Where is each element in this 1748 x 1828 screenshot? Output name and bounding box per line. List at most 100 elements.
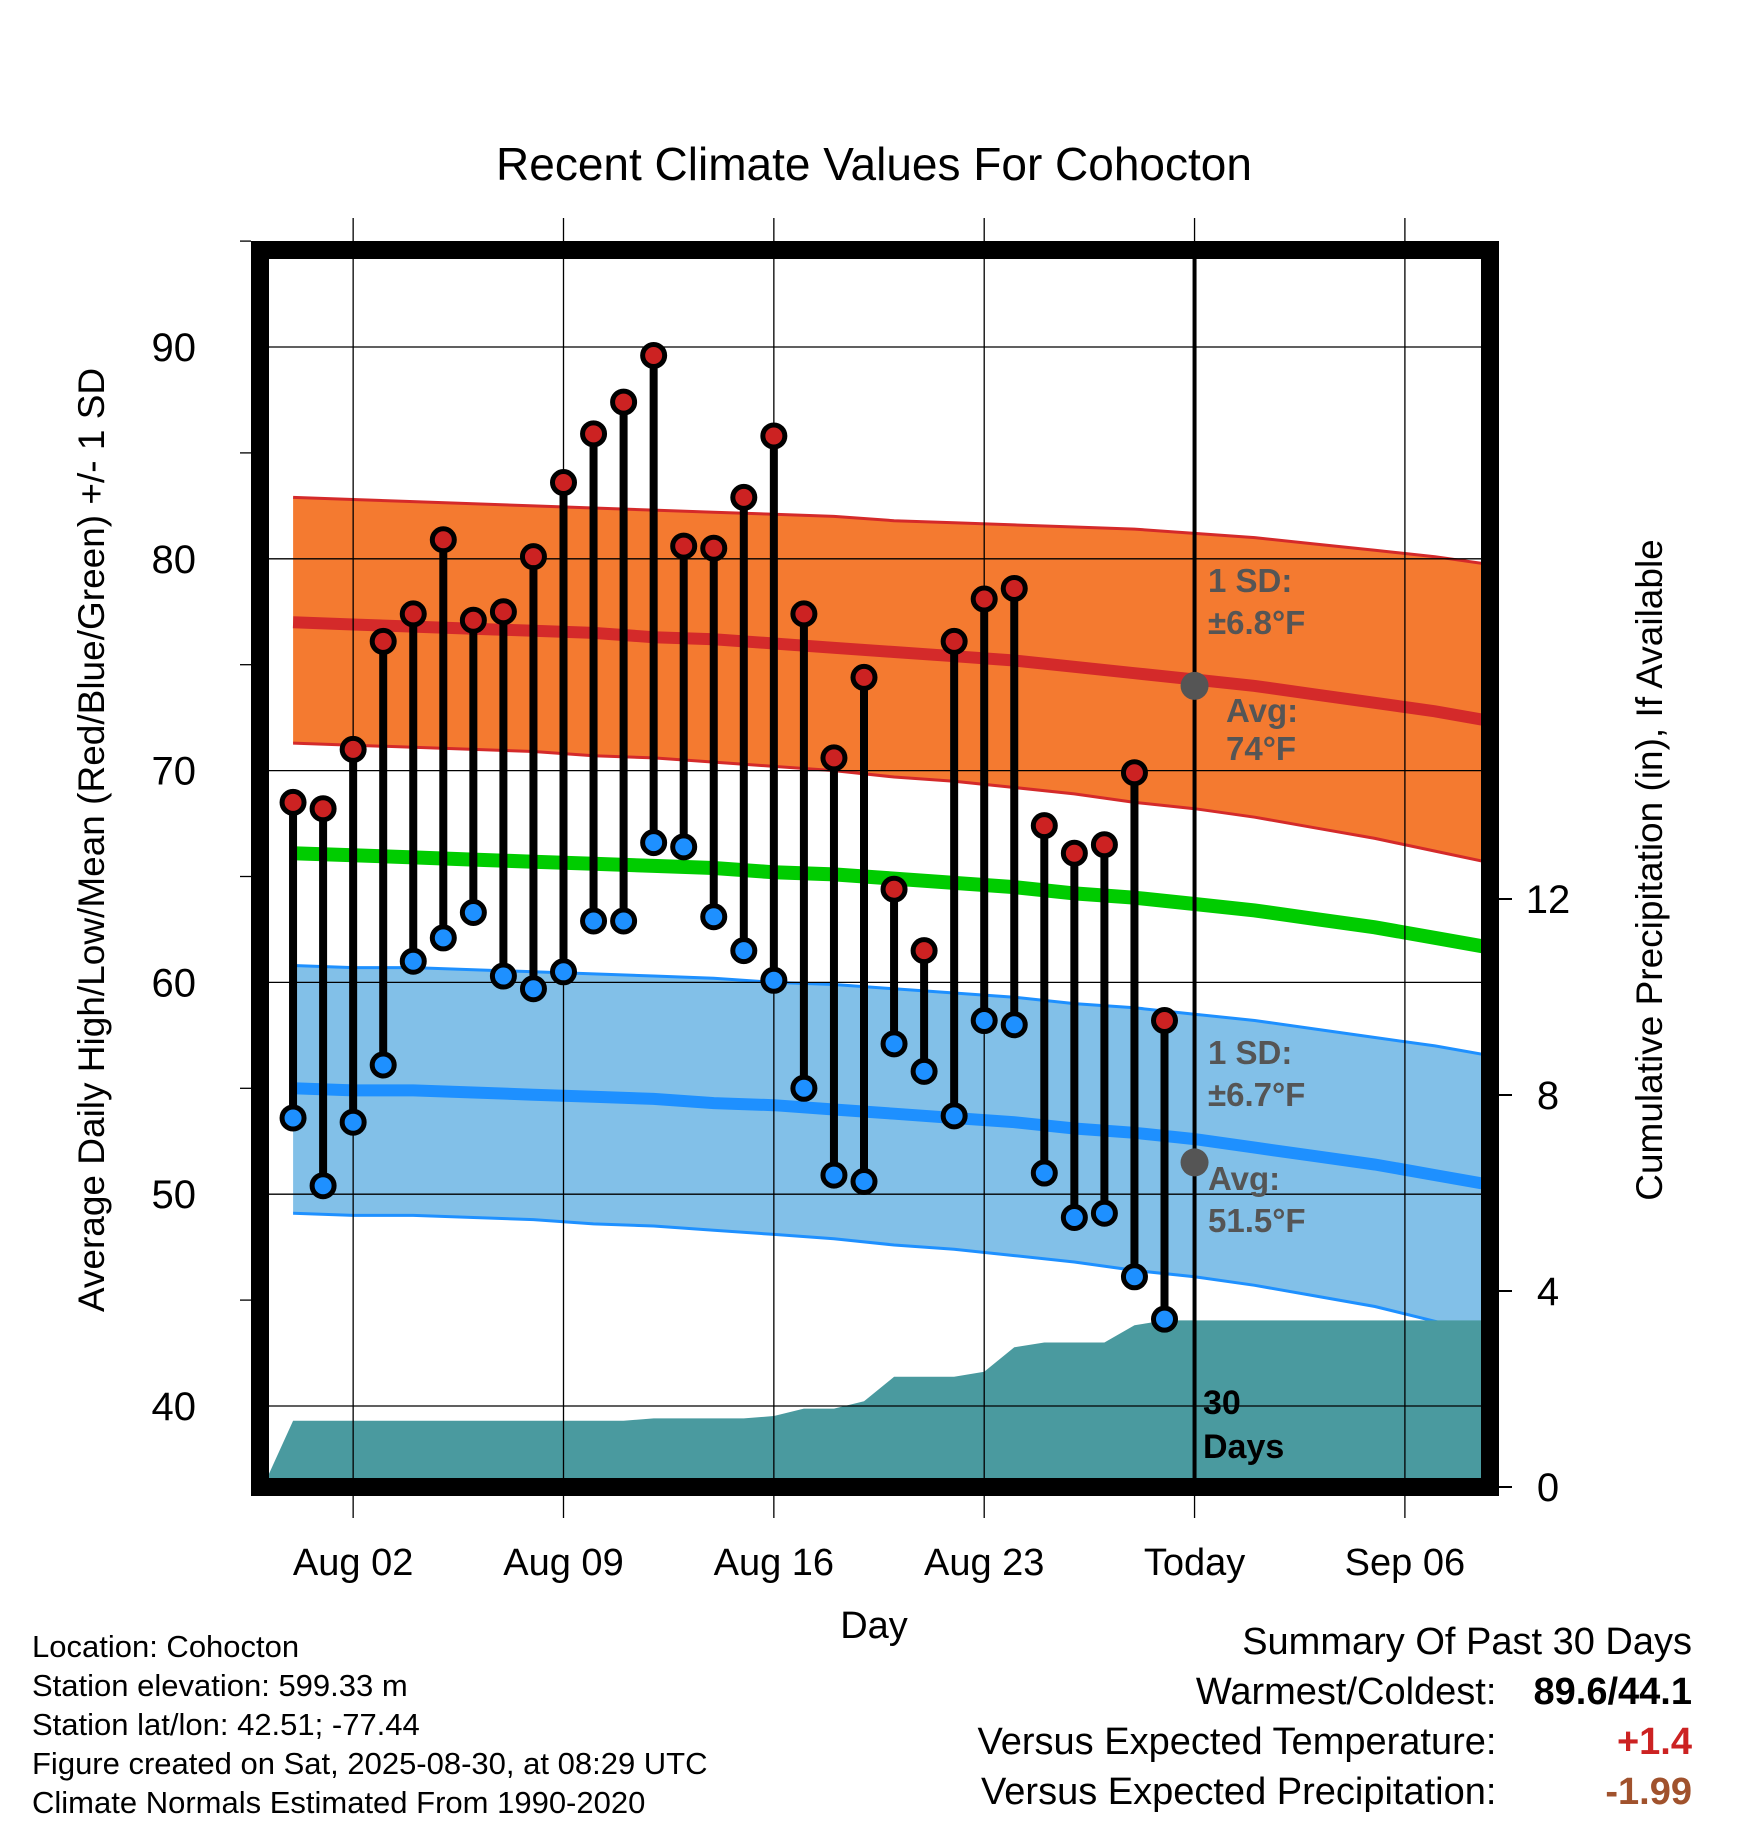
high-point xyxy=(880,875,908,903)
x-tick-label: Aug 02 xyxy=(293,1542,413,1584)
high-point xyxy=(279,788,307,816)
high-point xyxy=(339,735,367,763)
high-point xyxy=(309,795,337,823)
high-avg-value: 74°F xyxy=(1226,730,1296,767)
high-point xyxy=(610,388,638,416)
y2-axis-label: Cumulative Precipitation (in), If Availa… xyxy=(1629,539,1670,1201)
high-sd-label: 1 SD: xyxy=(1208,562,1292,599)
low-point xyxy=(910,1057,938,1085)
latlon-text: Station lat/lon: 42.51; -77.44 xyxy=(32,1707,420,1742)
precip-future-area xyxy=(1194,1320,1490,1487)
x-tick-label: Sep 06 xyxy=(1345,1542,1465,1584)
high-point xyxy=(730,483,758,511)
y-tick-label: 60 xyxy=(152,961,197,1005)
location-text: Location: Cohocton xyxy=(32,1629,300,1664)
low-avg-today-point xyxy=(1180,1148,1209,1177)
x-axis-label: Day xyxy=(840,1605,908,1647)
low-point xyxy=(489,962,517,990)
y-tick-label: 90 xyxy=(152,326,197,370)
high-point xyxy=(940,627,968,655)
low-point xyxy=(580,907,608,935)
low-point xyxy=(1000,1011,1028,1039)
high-point xyxy=(910,937,938,965)
x-tick-label: Today xyxy=(1144,1542,1245,1584)
low-sd-label: 1 SD: xyxy=(1208,1034,1292,1071)
chart-title: Recent Climate Values For Cohocton xyxy=(496,138,1252,190)
high-point xyxy=(850,663,878,691)
high-point xyxy=(580,420,608,448)
low-point xyxy=(1151,1305,1178,1333)
low-point xyxy=(610,907,638,935)
station-info: Location: Cohocton Station elevation: 59… xyxy=(32,1627,708,1822)
plot-contents xyxy=(263,495,1490,1487)
x-tick-label: Aug 09 xyxy=(503,1542,623,1584)
summary-warm-cold: Warmest/Coldest: 89.6/44.1 xyxy=(978,1667,1692,1717)
x-tick-label: Aug 23 xyxy=(924,1542,1044,1584)
low-point xyxy=(820,1161,848,1189)
high-point xyxy=(1060,839,1088,867)
high-point xyxy=(369,627,397,655)
high-sd-band xyxy=(293,497,1490,863)
y2-tick-label: 0 xyxy=(1537,1466,1559,1510)
high-point xyxy=(519,543,547,571)
high-point xyxy=(1000,574,1028,602)
summary-title: Summary Of Past 30 Days xyxy=(1242,1621,1692,1663)
low-point xyxy=(760,966,788,994)
low-point xyxy=(1120,1263,1148,1291)
low-point xyxy=(790,1074,818,1102)
normals-text: Climate Normals Estimated From 1990-2020 xyxy=(32,1785,646,1820)
high-point xyxy=(970,585,998,613)
low-point xyxy=(309,1172,337,1200)
low-point xyxy=(730,937,758,965)
high-avg-label: Avg: xyxy=(1226,692,1298,729)
y-tick-label: 50 xyxy=(152,1173,197,1217)
precip-value: -1.99 xyxy=(1605,1771,1692,1813)
low-point xyxy=(1090,1199,1118,1227)
summary-panel: Summary Of Past 30 Days Warmest/Coldest:… xyxy=(978,1617,1692,1817)
temp-value: +1.4 xyxy=(1616,1721,1692,1763)
temp-label: Versus Expected Temperature: xyxy=(977,1721,1497,1763)
high-avg-today-point xyxy=(1180,671,1209,700)
low-avg-label: Avg: xyxy=(1208,1160,1280,1197)
low-point xyxy=(399,947,427,975)
high-point xyxy=(1151,1007,1178,1035)
high-point xyxy=(640,341,668,369)
high-point xyxy=(1030,812,1058,840)
low-point xyxy=(1030,1159,1058,1187)
precip-window-label-2: Days xyxy=(1203,1428,1284,1466)
high-point xyxy=(790,600,818,628)
high-sd-value: ±6.8°F xyxy=(1208,604,1305,641)
precip-label: Versus Expected Precipitation: xyxy=(981,1771,1497,1813)
high-point xyxy=(700,534,728,562)
low-sd-value: ±6.7°F xyxy=(1208,1076,1305,1113)
y-axis-label: Average Daily High/Low/Mean (Red/Blue/Gr… xyxy=(71,368,112,1312)
y-tick-label: 70 xyxy=(152,750,197,794)
high-point xyxy=(429,526,457,554)
high-point xyxy=(489,598,517,626)
low-point xyxy=(1060,1203,1088,1231)
warm-cold-label: Warmest/Coldest: xyxy=(1195,1671,1497,1713)
high-point xyxy=(820,744,848,772)
low-point xyxy=(369,1051,397,1079)
high-point xyxy=(399,600,427,628)
summary-precip: Versus Expected Precipitation: -1.99 xyxy=(978,1767,1692,1817)
low-sd-lower-line xyxy=(293,1211,1490,1337)
low-point xyxy=(670,833,698,861)
y2-tick-label: 4 xyxy=(1537,1270,1559,1314)
high-point xyxy=(550,469,577,497)
y-tick-label: 80 xyxy=(152,538,197,582)
low-point xyxy=(940,1102,968,1130)
precip-area xyxy=(263,1320,1195,1487)
low-point xyxy=(550,958,577,986)
created-text: Figure created on Sat, 2025-08-30, at 08… xyxy=(32,1746,708,1781)
low-sd-band xyxy=(293,965,1490,1335)
low-point xyxy=(519,975,547,1003)
low-point xyxy=(880,1030,908,1058)
elevation-text: Station elevation: 599.33 m xyxy=(32,1668,408,1703)
low-point xyxy=(700,903,728,931)
high-point xyxy=(459,606,487,634)
high-point xyxy=(670,532,698,560)
low-point xyxy=(970,1007,998,1035)
warm-cold-value: 89.6/44.1 xyxy=(1533,1671,1692,1713)
